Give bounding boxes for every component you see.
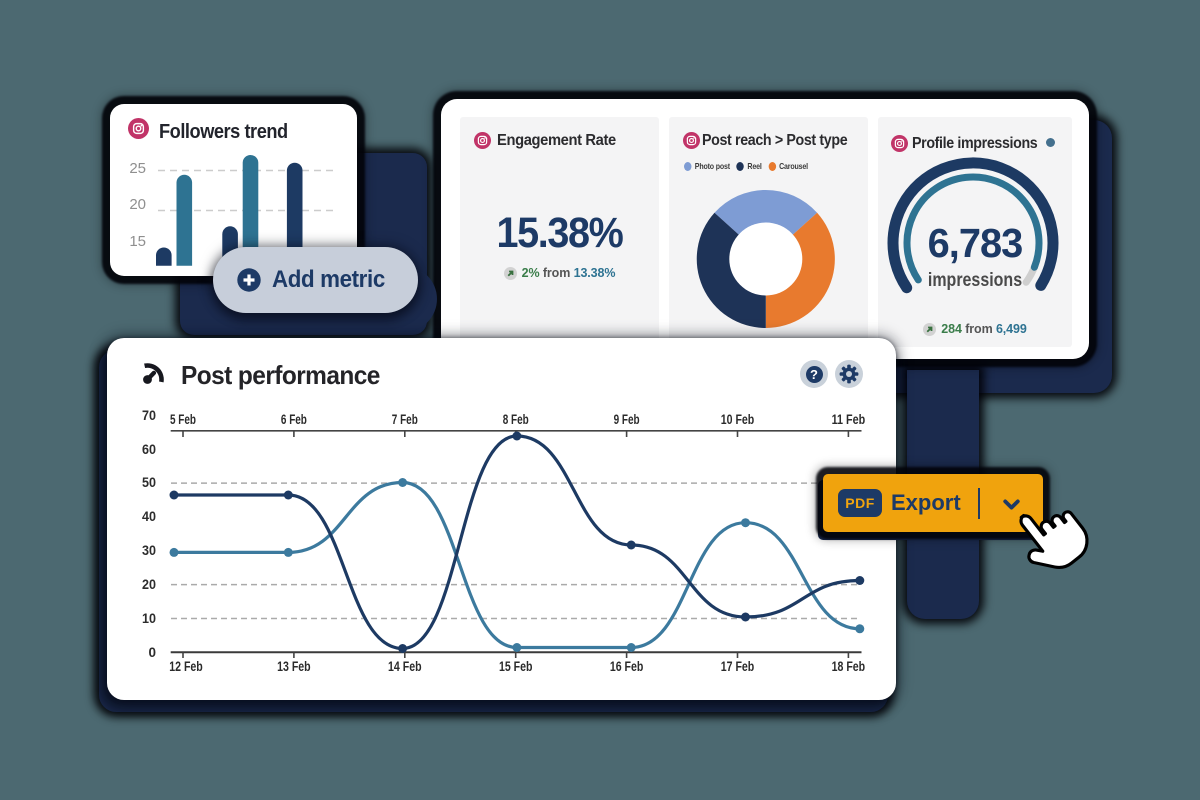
- svg-text:7 Feb: 7 Feb: [392, 412, 418, 427]
- svg-text:18 Feb: 18 Feb: [832, 659, 866, 674]
- svg-text:13 Feb: 13 Feb: [277, 659, 311, 674]
- svg-text:8 Feb: 8 Feb: [503, 412, 529, 427]
- svg-text:15 Feb: 15 Feb: [499, 659, 533, 674]
- svg-text:17 Feb: 17 Feb: [721, 659, 755, 674]
- svg-text:14 Feb: 14 Feb: [388, 659, 422, 674]
- svg-text:11 Feb: 11 Feb: [832, 412, 866, 427]
- svg-text:9 Feb: 9 Feb: [614, 412, 640, 427]
- svg-text:10: 10: [142, 611, 156, 626]
- svg-text:15: 15: [129, 233, 146, 250]
- svg-text:5 Feb: 5 Feb: [170, 412, 196, 427]
- svg-text:30: 30: [142, 543, 156, 558]
- svg-text:0: 0: [148, 645, 156, 660]
- svg-text:40: 40: [142, 509, 156, 524]
- svg-text:70: 70: [142, 408, 156, 423]
- svg-text:6 Feb: 6 Feb: [281, 412, 307, 427]
- svg-text:20: 20: [129, 196, 146, 213]
- svg-text:20: 20: [142, 577, 156, 592]
- svg-text:10 Feb: 10 Feb: [721, 412, 755, 427]
- svg-text:60: 60: [142, 442, 156, 457]
- svg-text:25: 25: [129, 160, 146, 177]
- svg-text:50: 50: [142, 475, 156, 490]
- svg-text:16 Feb: 16 Feb: [610, 659, 644, 674]
- svg-text:12 Feb: 12 Feb: [169, 659, 203, 674]
